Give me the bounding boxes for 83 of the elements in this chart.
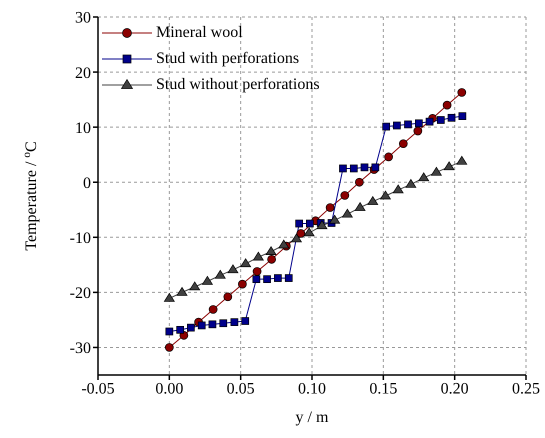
point [304,228,314,236]
point [393,122,401,130]
point [355,178,364,187]
x-tick-label: 0.25 [512,380,540,398]
point [457,88,466,97]
point [165,328,174,336]
point [278,240,290,248]
x-tick-label: 0.15 [369,380,398,398]
point [241,317,250,325]
point [371,164,380,172]
point [316,220,328,230]
point [426,118,434,126]
point [291,234,302,242]
legend-label: Stud without perforations [156,75,320,95]
point [326,203,334,212]
point [176,287,188,296]
point [342,208,353,218]
y-tick-label: 20 [75,64,91,82]
point [230,318,238,326]
point [442,100,452,110]
point [238,280,247,288]
point [223,292,232,302]
y-tick-label: 0 [83,174,91,192]
point [164,343,174,352]
point [382,122,390,130]
point [350,164,358,172]
x-tick-label: -0.05 [81,380,115,398]
point [164,293,175,302]
point [228,264,238,274]
point [456,156,468,165]
legend-label: Mineral wool [156,23,243,43]
point [240,258,252,268]
y-tick-label: 10 [75,120,91,137]
point [431,166,442,176]
point [415,119,423,128]
point [444,161,454,170]
point [252,267,262,276]
x-tick-label: 0.00 [155,380,184,398]
point [398,139,408,148]
point [414,126,422,136]
x-tick-label: 0.10 [298,380,326,398]
point [354,202,366,211]
point [208,305,218,314]
point [198,322,206,330]
legend-label: Stud with perforations [156,49,300,69]
y-tick-label: 30 [75,10,91,27]
x-tick-label: 0.20 [440,380,469,398]
point [367,196,378,205]
point [329,214,340,224]
point [208,320,216,328]
point [189,282,200,290]
point [380,190,391,200]
point [176,326,184,334]
point [214,270,226,279]
point [253,252,264,260]
point [274,274,282,282]
point [266,246,276,255]
point [296,229,306,238]
point [404,120,412,128]
point [436,116,445,124]
point [339,164,347,172]
point [392,184,404,194]
point [340,191,350,200]
point [202,276,213,285]
point [360,164,368,172]
point [267,254,276,264]
x-axis-title: y / m [296,409,329,426]
y-tick-label: -20 [70,285,91,302]
point [458,112,466,120]
point [295,220,304,228]
point [263,275,271,284]
y-tick-label: -10 [70,230,91,247]
point [406,179,416,188]
y-tick-label: -30 [70,340,91,358]
point [384,152,393,162]
point [448,114,456,122]
x-tick-label: 0.05 [226,380,255,398]
point [418,172,430,182]
point [252,275,260,284]
point [219,319,228,328]
point [306,220,314,228]
point [284,274,293,282]
point [187,324,195,332]
